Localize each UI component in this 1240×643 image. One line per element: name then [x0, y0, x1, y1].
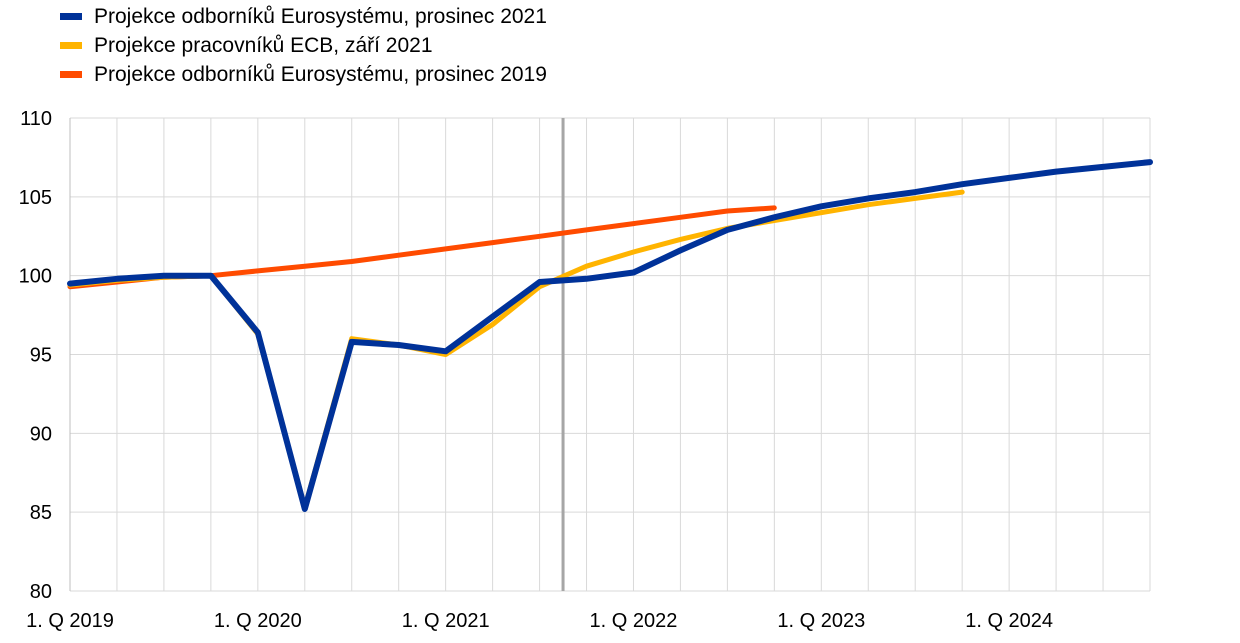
series-lines	[67, 159, 1153, 512]
legend-swatch-series-1	[60, 13, 82, 20]
axes	[69, 118, 565, 591]
tick-labels: 80 85 90 95 100 105 110 1. Q 2019 1. Q 2020 1. Q …	[19, 108, 1053, 632]
y-tick-label: 110	[20, 108, 52, 130]
grid-lines	[69, 117, 1151, 592]
legend-item-series-1: Projekce odborníků Eurosystému, prosinec…	[60, 2, 547, 31]
x-tick-label: 1. Q 2019	[26, 610, 114, 632]
legend-label-series-1: Projekce odborníků Eurosystému, prosinec…	[94, 4, 547, 28]
legend-label-series-3: Projekce odborníků Eurosystému, prosinec…	[94, 62, 547, 86]
legend-swatch-series-2	[60, 42, 82, 49]
y-tick-label: 80	[30, 581, 52, 603]
legend: Projekce odborníků Eurosystému, prosinec…	[60, 2, 547, 89]
legend-item-series-3: Projekce odborníků Eurosystému, prosinec…	[60, 60, 547, 89]
y-tick-label: 100	[19, 266, 52, 288]
x-tick-label: 1. Q 2023	[777, 610, 865, 632]
y-tick-label: 90	[30, 423, 52, 445]
y-tick-label: 85	[30, 502, 52, 524]
series-line-1	[67, 159, 1153, 512]
y-tick-label: 95	[30, 345, 52, 367]
x-tick-label: 1. Q 2021	[402, 610, 490, 632]
x-tick-label: 1. Q 2022	[590, 610, 678, 632]
legend-label-series-2: Projekce pracovníků ECB, září 2021	[94, 33, 433, 57]
legend-swatch-series-3	[60, 71, 82, 78]
y-tick-label: 105	[19, 187, 52, 209]
x-tick-label: 1. Q 2024	[965, 610, 1053, 632]
x-tick-label: 1. Q 2020	[214, 610, 302, 632]
legend-item-series-2: Projekce pracovníků ECB, září 2021	[60, 31, 547, 60]
